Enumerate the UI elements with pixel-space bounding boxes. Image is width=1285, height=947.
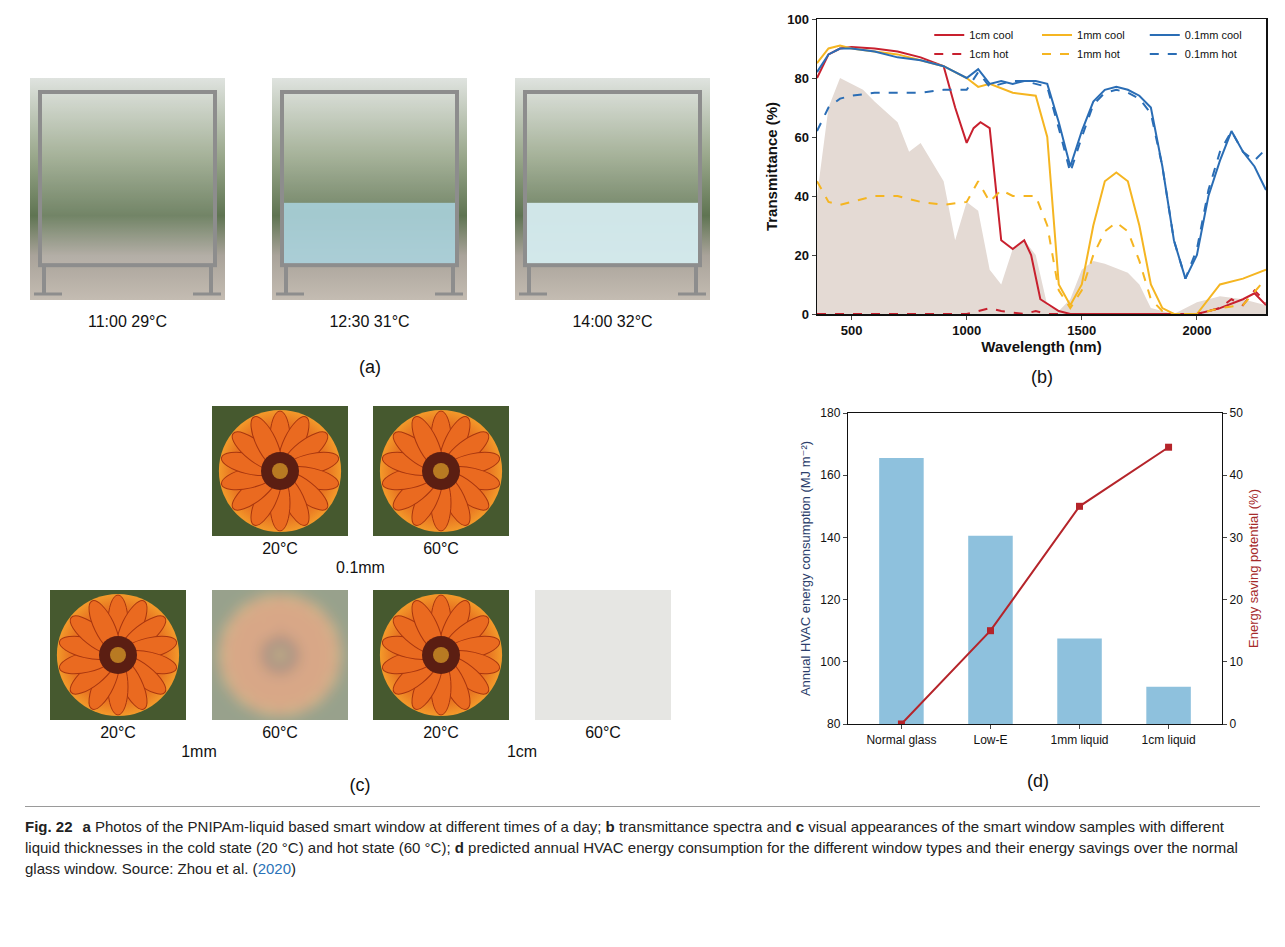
svg-text:30: 30 — [1230, 531, 1244, 545]
svg-text:1mm liquid: 1mm liquid — [1051, 733, 1109, 747]
svg-text:10: 10 — [1230, 655, 1244, 669]
svg-text:1500: 1500 — [1067, 323, 1096, 338]
svg-text:140: 140 — [820, 531, 840, 545]
html-text:11:00 29°C: 11:00 29°C — [88, 313, 167, 330]
html-text:20°C: 20°C — [423, 724, 459, 741]
svg-text:0: 0 — [802, 307, 809, 322]
svg-text:Normal glass: Normal glass — [866, 733, 936, 747]
html-text:60°C: 60°C — [585, 724, 621, 741]
svg-text:100: 100 — [787, 12, 809, 27]
svg-text:Wavelength (nm): Wavelength (nm) — [981, 338, 1101, 355]
html-text:(c): (c) — [349, 775, 371, 795]
html-text:60°C: 60°C — [262, 724, 298, 741]
svg-text:60: 60 — [794, 130, 808, 145]
html-text:a Photos of the PNIPAm-liquid: a Photos of the PNIPAm-liquid based smar… — [25, 818, 1238, 877]
svg-text:1cm liquid: 1cm liquid — [1142, 733, 1196, 747]
svg-text:100: 100 — [820, 655, 840, 669]
html-text:Fig. 22: Fig. 22 — [25, 818, 73, 835]
svg-text:120: 120 — [820, 593, 840, 607]
svg-text:Low-E: Low-E — [973, 733, 1007, 747]
html-text:20°C: 20°C — [262, 540, 298, 557]
html-text:14:00 32°C: 14:00 32°C — [572, 313, 653, 330]
svg-text:Transmittance (%): Transmittance (%) — [763, 102, 780, 231]
svg-text:1mm hot: 1mm hot — [1077, 48, 1120, 60]
svg-text:1cm hot: 1cm hot — [969, 48, 1008, 60]
svg-text:160: 160 — [820, 468, 840, 482]
svg-text:2000: 2000 — [1182, 323, 1211, 338]
svg-text:Annual HVAC energy consumption: Annual HVAC energy consumption (MJ m⁻²) — [798, 441, 813, 696]
svg-text:50: 50 — [1230, 406, 1244, 420]
svg-text:500: 500 — [841, 323, 863, 338]
svg-text:80: 80 — [827, 717, 841, 731]
svg-text:80: 80 — [794, 71, 808, 86]
html-text:1mm: 1mm — [181, 743, 217, 760]
svg-text:0.1mm cool: 0.1mm cool — [1185, 29, 1242, 41]
svg-text:180: 180 — [820, 406, 840, 420]
html-text:0.1mm: 0.1mm — [336, 559, 385, 576]
svg-text:20: 20 — [794, 248, 808, 263]
html-text:(d): (d) — [1027, 771, 1049, 791]
svg-text:40: 40 — [794, 189, 808, 204]
svg-text:40: 40 — [1230, 468, 1244, 482]
html-text:(b): (b) — [1031, 367, 1053, 387]
html-text:60°C: 60°C — [423, 540, 459, 557]
svg-text:1mm cool: 1mm cool — [1077, 29, 1125, 41]
svg-text:0: 0 — [1230, 717, 1237, 731]
html-text:12:30 31°C: 12:30 31°C — [329, 313, 410, 330]
svg-text:20: 20 — [1230, 593, 1244, 607]
html-text:20°C: 20°C — [100, 724, 136, 741]
svg-text:Energy saving potential (%): Energy saving potential (%) — [1246, 489, 1261, 648]
html-text:(a): (a) — [359, 357, 381, 377]
html-text:1cm: 1cm — [506, 743, 538, 760]
svg-text:1000: 1000 — [952, 323, 981, 338]
svg-text:1cm cool: 1cm cool — [969, 29, 1013, 41]
svg-text:0.1mm hot: 0.1mm hot — [1185, 48, 1237, 60]
